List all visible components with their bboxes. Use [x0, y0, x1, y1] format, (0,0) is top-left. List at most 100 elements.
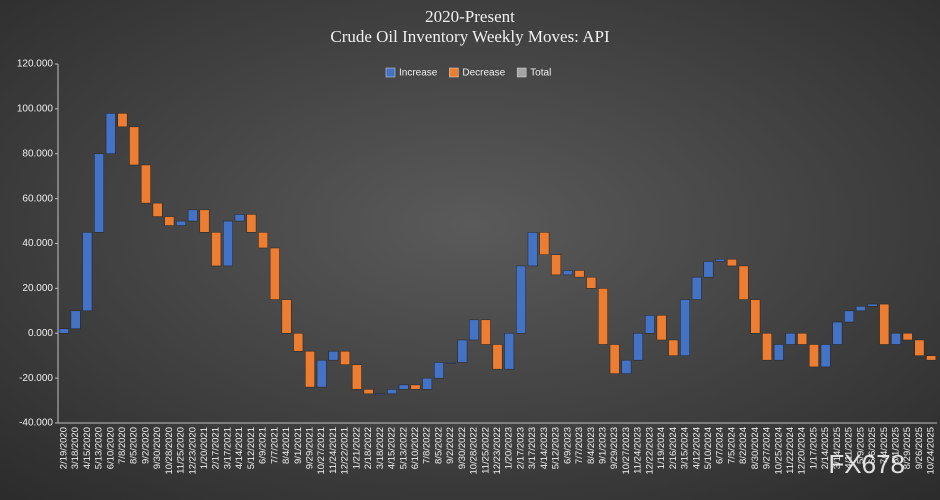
x-tick-label: 1/21/2022	[351, 427, 362, 469]
x-tick-label: 4/14/2023	[539, 427, 550, 469]
y-tick-label: -40.000	[19, 418, 53, 429]
chart-title: 2020-Present	[425, 7, 515, 26]
x-tick-label: 11/24/2023	[633, 427, 644, 474]
x-tick-label: 9/1/2021	[293, 427, 304, 464]
bar	[70, 310, 81, 330]
x-tick-label: 6/10/2022	[410, 427, 421, 469]
bar	[58, 328, 69, 334]
bar	[516, 265, 526, 334]
chart-subtitle: Crude Oil Inventory Weekly Moves: API	[330, 27, 610, 46]
x-tick-label: 3/17/2023	[527, 427, 538, 469]
x-tick-label: 4/15/2020	[82, 427, 93, 469]
y-tick-label: 20.000	[22, 283, 53, 294]
x-tick-label: 3/18/2022	[375, 427, 386, 469]
x-tick-label: 7/8/2022	[422, 427, 433, 464]
bar	[375, 393, 386, 396]
x-tick-label: 9/29/2023	[609, 427, 620, 469]
x-tick-label: 9/29/2021	[304, 427, 315, 469]
bar	[844, 310, 855, 323]
bar	[305, 350, 315, 388]
x-tick-label: 11/24/2021	[328, 427, 339, 474]
x-tick-label: 10/28/2020	[164, 427, 175, 475]
bar	[82, 232, 93, 312]
x-tick-label: 10/24/2025	[926, 427, 937, 475]
x-tick-label: 8/4/2023	[586, 427, 597, 464]
bar	[562, 270, 573, 276]
x-tick-label: 2/18/2022	[363, 427, 374, 469]
bar	[750, 299, 761, 334]
x-tick-label: 6/9/2021	[258, 427, 269, 464]
x-tick-label: 10/27/2023	[621, 427, 632, 475]
x-tick-label: 2/16/2024	[668, 427, 679, 469]
bar	[609, 344, 620, 374]
bar	[223, 220, 233, 267]
bar	[621, 359, 632, 374]
y-tick-label: -20.000	[19, 373, 53, 384]
bar	[668, 339, 679, 356]
x-tick-label: 5/13/2022	[398, 427, 409, 469]
x-tick-label: 3/18/2020	[70, 427, 81, 469]
bar	[551, 254, 562, 276]
bar	[293, 333, 304, 352]
bar	[867, 303, 878, 307]
x-tick-label: 6/10/2020	[105, 427, 116, 469]
x-tick-label: 11/22/2024	[785, 427, 796, 474]
x-tick-label: 12/22/2021	[340, 427, 351, 475]
x-tick-label: 4/15/2022	[387, 427, 398, 469]
bar	[94, 153, 104, 233]
bar	[211, 232, 222, 267]
bar	[187, 209, 198, 222]
x-tick-label: 9/30/2020	[152, 427, 163, 469]
bar	[574, 270, 585, 278]
bar	[726, 258, 737, 267]
bar	[398, 384, 409, 390]
bar	[176, 220, 186, 226]
bar	[363, 389, 374, 395]
bar	[926, 355, 937, 361]
x-tick-label: 7/4/2025	[879, 427, 890, 464]
bar	[691, 276, 702, 300]
bar	[199, 209, 210, 233]
y-tick-label: 100.000	[17, 104, 54, 115]
y-tick-label: 40.000	[22, 238, 53, 249]
x-tick-label: 6/9/2023	[562, 427, 573, 464]
x-tick-label: 3/17/2021	[222, 427, 233, 469]
bar	[773, 344, 784, 361]
bar	[492, 344, 503, 370]
x-tick-label: 9/1/2023	[597, 427, 608, 464]
x-tick-label: 8/2/2024	[738, 427, 749, 464]
bar	[504, 333, 515, 370]
x-tick-label: 10/25/2024	[773, 427, 784, 475]
bar	[422, 377, 433, 390]
bar	[598, 288, 608, 345]
x-tick-label: 4/11/2025	[844, 427, 855, 469]
x-tick-label: 12/22/2023	[644, 427, 655, 475]
y-tick-label: 120.000	[17, 59, 54, 70]
x-tick-label: 10/27/2021	[316, 427, 327, 475]
x-tick-label: 3/15/2024	[680, 427, 691, 469]
x-tick-label: 5/13/2020	[94, 427, 105, 469]
bar	[234, 214, 245, 222]
x-tick-label: 9/2/2020	[140, 427, 151, 464]
bar	[820, 344, 831, 368]
x-tick-label: 3/14/2025	[832, 427, 843, 469]
bar	[891, 333, 901, 345]
bar	[586, 276, 597, 289]
x-tick-label: 8/5/2020	[129, 427, 140, 464]
bar	[715, 258, 726, 262]
y-tick-label: 80.000	[22, 148, 53, 159]
x-tick-label: 7/5/2024	[726, 427, 737, 464]
bar	[644, 315, 655, 334]
y-tick-label: 0.000	[28, 328, 53, 339]
x-tick-label: 2/17/2023	[515, 427, 526, 469]
bar	[164, 216, 175, 226]
bar	[633, 333, 644, 361]
x-tick-label: 5/10/2024	[703, 427, 714, 469]
x-tick-label: 7/7/2021	[269, 427, 280, 464]
bar	[480, 319, 491, 345]
x-tick-label: 2/19/2020	[58, 427, 69, 469]
bar	[855, 306, 866, 312]
bar	[410, 384, 421, 390]
bar	[140, 164, 151, 204]
x-tick-label: 12/20/2024	[797, 427, 808, 475]
